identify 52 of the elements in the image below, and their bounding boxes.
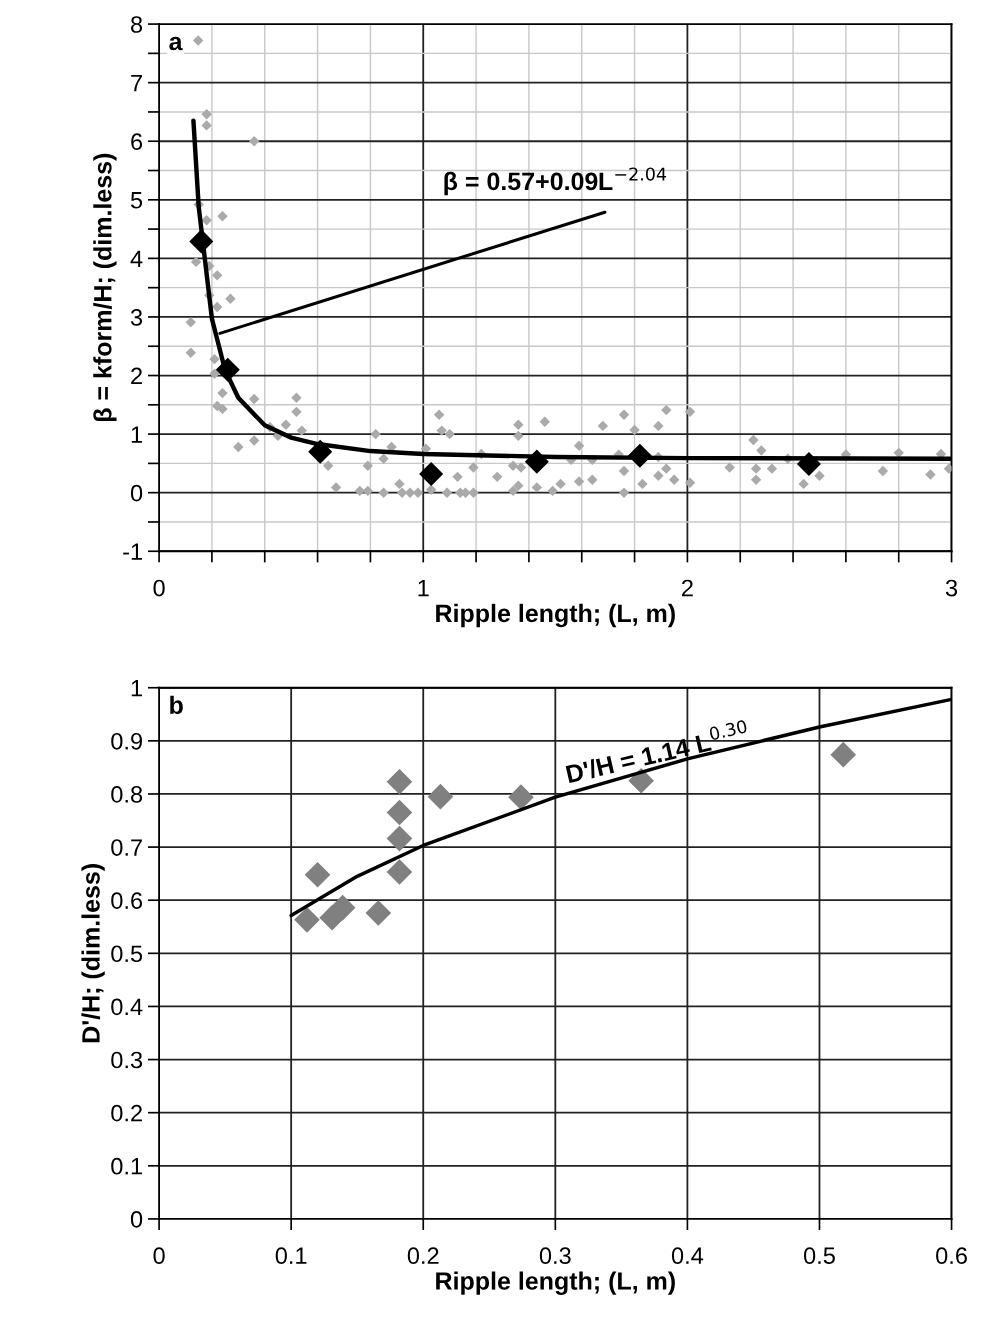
y-tick-label: 0.7 — [111, 839, 142, 856]
y-tick-label: 0.9 — [111, 732, 142, 750]
point — [365, 900, 392, 926]
x-tick-label: 0.4 — [671, 1247, 704, 1265]
x-axis-title: Ripple length; (L, m) — [436, 1271, 675, 1295]
point — [508, 784, 534, 810]
point — [427, 783, 454, 810]
y-tick-label: 3 — [130, 309, 143, 326]
y-tick-label: 0.3 — [111, 1051, 143, 1069]
point — [830, 741, 857, 768]
y-tick-label: 0.5 — [111, 945, 143, 963]
x-tick-label: 0 — [153, 579, 165, 597]
point — [304, 861, 331, 888]
x-tick-label: 0.3 — [539, 1247, 571, 1265]
y-tick-label: 0.4 — [111, 998, 143, 1016]
y-tick-label: 0.1 — [111, 1157, 142, 1175]
point — [386, 768, 413, 795]
x-tick-label: 0.1 — [275, 1247, 307, 1265]
y-tick-label: 8 — [131, 16, 143, 33]
point — [294, 907, 320, 933]
y-tick-label: 5 — [130, 192, 143, 209]
y-tick-label: 2 — [131, 367, 142, 385]
annotation: D'/H = 1.14 L$^{0.30}$ — [564, 719, 750, 784]
y-axis-title: D'/H; (dim.less) — [81, 864, 105, 1043]
y-tick-label: 6 — [131, 133, 143, 151]
y-tick-label: 7 — [131, 74, 142, 92]
point — [419, 461, 444, 486]
y-tick-label: 0.6 — [111, 892, 143, 909]
x-tick-label: 0.5 — [803, 1247, 835, 1265]
y-tick-label: -1 — [123, 543, 142, 560]
x-tick-label: 3 — [945, 579, 958, 597]
x-tick-label: 2 — [682, 579, 693, 597]
x-axis-title: Ripple length; (L, m) — [436, 603, 675, 628]
annotation: b — [170, 695, 183, 715]
point — [329, 894, 356, 921]
x-tick-label: 0.6 — [936, 1247, 967, 1265]
y-tick-label: 4 — [130, 250, 143, 267]
x-tick-label: 1 — [418, 579, 429, 597]
y-tick-label: 1 — [131, 680, 142, 697]
annotation: a — [169, 36, 183, 51]
y-tick-label: 0 — [130, 1210, 143, 1228]
point — [386, 859, 413, 885]
point — [386, 799, 413, 826]
y-tick-label: 0 — [130, 484, 143, 502]
y-tick-label: 1 — [131, 426, 142, 443]
x-tick-label: 0 — [153, 1247, 165, 1265]
y-axis-title: β = kform/H; (dim.less) — [93, 153, 117, 422]
point — [386, 825, 413, 852]
x-tick-label: 0.2 — [407, 1247, 439, 1265]
y-tick-label: 0.8 — [111, 786, 143, 803]
y-tick-label: 0.2 — [111, 1104, 142, 1122]
annotation: β = 0.57+0.09L$^{−2.04}$ — [444, 167, 667, 196]
